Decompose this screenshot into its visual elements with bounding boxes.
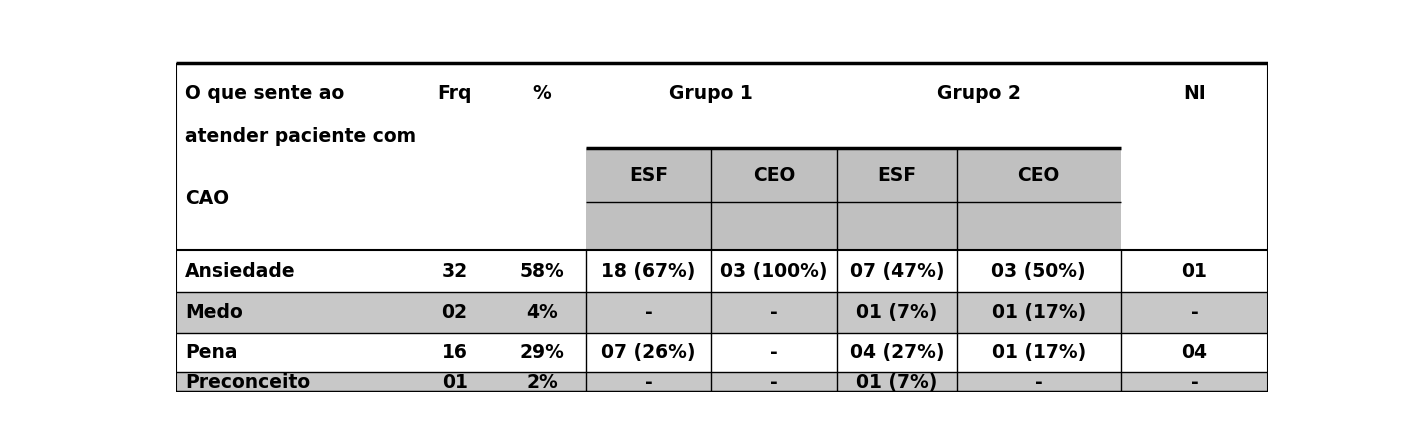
Text: 07 (26%): 07 (26%)	[602, 343, 696, 362]
Text: 02: 02	[441, 303, 468, 322]
Text: CEO: CEO	[752, 166, 795, 185]
Text: 03 (100%): 03 (100%)	[720, 262, 827, 280]
Text: 04 (27%): 04 (27%)	[850, 343, 944, 362]
Text: 01 (7%): 01 (7%)	[857, 303, 937, 322]
Text: 04: 04	[1181, 343, 1208, 362]
Text: Preconceito: Preconceito	[185, 373, 310, 392]
Text: 18 (67%): 18 (67%)	[602, 262, 696, 280]
Text: 01: 01	[1182, 262, 1208, 280]
Text: Grupo 2: Grupo 2	[937, 84, 1020, 103]
Text: -: -	[771, 373, 778, 392]
Text: Grupo 1: Grupo 1	[669, 84, 752, 103]
Text: 07 (47%): 07 (47%)	[850, 262, 944, 280]
Text: -: -	[1191, 373, 1198, 392]
Text: -: -	[644, 303, 652, 322]
Bar	[176, 292, 1268, 333]
Text: atender paciente com: atender paciente com	[185, 127, 416, 146]
Text: 58%: 58%	[520, 262, 565, 280]
Text: -: -	[644, 373, 652, 392]
Text: Ansiedade: Ansiedade	[185, 262, 296, 280]
Text: Medo: Medo	[185, 303, 242, 322]
Text: 16: 16	[441, 343, 468, 362]
Bar	[176, 372, 1268, 392]
Text: -: -	[771, 303, 778, 322]
Text: ESF: ESF	[878, 166, 916, 185]
Text: 01: 01	[441, 373, 468, 392]
Text: CAO: CAO	[185, 190, 230, 209]
Text: 4%: 4%	[526, 303, 558, 322]
Text: Frq: Frq	[437, 84, 472, 103]
Text: 29%: 29%	[520, 343, 565, 362]
Text: %: %	[533, 84, 551, 103]
Bar	[586, 148, 1120, 250]
Text: 03 (50%): 03 (50%)	[992, 262, 1086, 280]
Text: Pena: Pena	[185, 343, 237, 362]
Text: 01 (7%): 01 (7%)	[857, 373, 937, 392]
Text: -: -	[1191, 303, 1198, 322]
Text: -: -	[771, 343, 778, 362]
Text: O que sente ao: O que sente ao	[185, 84, 344, 103]
Text: NI: NI	[1184, 84, 1206, 103]
Text: 32: 32	[441, 262, 468, 280]
Text: 01 (17%): 01 (17%)	[992, 303, 1086, 322]
Text: 01 (17%): 01 (17%)	[992, 343, 1086, 362]
Text: 2%: 2%	[526, 373, 558, 392]
Text: -: -	[1034, 373, 1043, 392]
Text: ESF: ESF	[628, 166, 668, 185]
Text: CEO: CEO	[1017, 166, 1060, 185]
